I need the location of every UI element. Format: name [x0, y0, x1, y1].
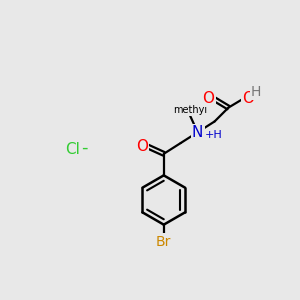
Text: H: H	[250, 85, 261, 99]
Text: Br: Br	[156, 235, 171, 249]
Text: methyl: methyl	[173, 105, 207, 115]
Text: +H: +H	[205, 130, 222, 140]
Text: N: N	[192, 125, 203, 140]
Text: O: O	[202, 91, 214, 106]
Text: O: O	[242, 91, 254, 106]
Text: -: -	[81, 139, 88, 157]
Text: O: O	[136, 139, 148, 154]
Text: Cl: Cl	[65, 142, 80, 158]
